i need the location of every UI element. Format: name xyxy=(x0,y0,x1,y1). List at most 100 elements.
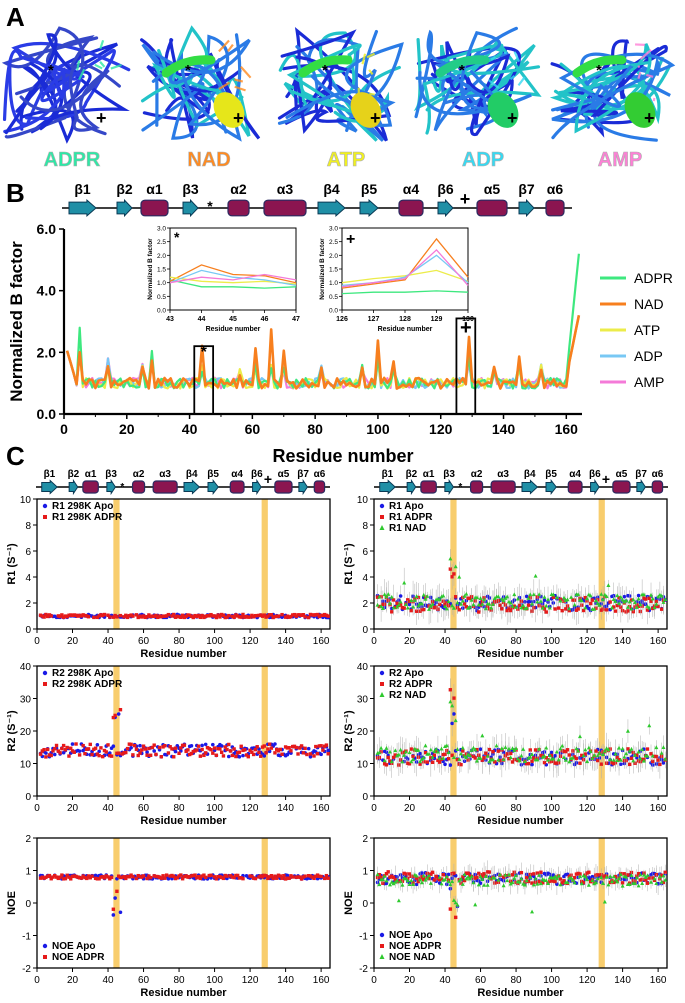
c-r1-right-point-nad xyxy=(544,603,549,608)
c-noe-left-point-adpr xyxy=(209,873,213,878)
c-r2-right-point-adpr xyxy=(533,748,538,752)
structure-view-amp: *+ xyxy=(549,39,676,142)
c-r2-right-point-nad xyxy=(654,745,659,750)
c-r2-right-point-nad xyxy=(631,758,636,763)
c-r1-right-point-nad xyxy=(379,604,384,608)
c-noe-right-point-nad xyxy=(629,873,634,877)
c-r2-left-xtick-label: 0 xyxy=(34,803,40,814)
c-r1-right-point-nad xyxy=(524,605,529,610)
c-noe-right-point-apo xyxy=(414,882,419,887)
c-r1-left-point-adpr xyxy=(223,615,227,620)
c-r1-right-point-nad xyxy=(647,605,652,610)
c-r1-right-legend-marker xyxy=(379,525,385,530)
b-inset-plus-ytick-label: 0.0 xyxy=(329,308,338,315)
c-r1-right-point-nad xyxy=(398,599,403,604)
c-r2-right-point-nad xyxy=(622,754,627,759)
c-noe-right-point-nad xyxy=(530,909,535,914)
c-r1-right-point-adpr xyxy=(381,602,385,607)
c-r1-right-point-nad xyxy=(427,607,432,611)
b-inset-star-ytick-label: 2.5 xyxy=(157,239,166,246)
c-r2-right-point-adpr xyxy=(626,747,630,751)
c-noe-left-point-adpr xyxy=(67,875,71,879)
c-r2-right-point-nad xyxy=(515,756,520,761)
b-inset-plus-series-atp xyxy=(341,269,469,284)
c-r1-right-point-adpr xyxy=(517,603,522,608)
c-noe-right-point-nad xyxy=(663,877,668,882)
c-r2-left-point-adpr xyxy=(134,747,139,751)
c-noe-right-point-adpr xyxy=(393,877,398,882)
c-r1-right-point-adpr xyxy=(398,603,403,607)
c-r2-right-point-nad xyxy=(496,757,501,762)
c-noe-left-point-adpr xyxy=(58,875,62,879)
c-r1-right-xtick-label: 140 xyxy=(614,636,631,647)
c-noe-left-point-adpr xyxy=(203,875,208,880)
c-noe-right-point-adpr xyxy=(466,871,470,875)
c-r2-right-point-nad xyxy=(473,747,478,752)
c-noe-left-point-adpr xyxy=(95,877,100,881)
c-r1-right-point-nad xyxy=(542,595,547,599)
c-noe-right-point-adpr xyxy=(487,870,492,874)
c-r2-right-point-adpr xyxy=(525,761,529,766)
c-r2-left-ytick-label: 20 xyxy=(20,727,32,738)
c-r1-left-ytick-label: 6 xyxy=(25,547,31,558)
c-r1-left-point-adpr xyxy=(267,613,272,617)
c-r1-right-xtick-label: 40 xyxy=(439,636,451,647)
c-r1-right-point-nad xyxy=(526,596,531,600)
c-noe-right-point-adpr xyxy=(576,871,580,876)
c-r2-right-point-adpr xyxy=(487,747,492,752)
c-r2-left-point-adpr xyxy=(92,747,96,751)
c-noe-left-point-adpr xyxy=(179,873,183,877)
c-r2-left-point-adpr xyxy=(228,749,233,753)
c-r1-right-highlight-band-star xyxy=(450,499,457,629)
c-r1-right-point-adpr xyxy=(420,607,424,612)
c-noe-right-point-adpr xyxy=(585,871,589,875)
protein-ribbon xyxy=(286,43,362,108)
topo-c-left-helix-α1 xyxy=(82,480,99,494)
c-noe-left-point-adpr xyxy=(56,876,61,881)
c-noe-right-point-adpr xyxy=(438,877,442,882)
c-r2-right-point-adpr xyxy=(652,754,657,759)
c-r1-left-point-adpr xyxy=(141,614,146,618)
c-r1-right-point-nad xyxy=(599,592,604,596)
c-r1-right-point-adpr xyxy=(391,598,396,602)
c-r1-right-point-adpr xyxy=(406,598,410,602)
c-r2-right-point-nad xyxy=(393,748,398,753)
c-r1-right-point-nad xyxy=(382,592,387,597)
c-r1-right-point-adpr xyxy=(651,606,655,611)
c-noe-left-point-adpr xyxy=(147,874,151,878)
c-noe-left-point-adpr xyxy=(278,874,282,878)
ligand-stick xyxy=(509,75,516,81)
c-r1-left-point-adpr xyxy=(248,615,252,619)
c-noe-right-point-adpr xyxy=(468,874,472,878)
c-r1-left-y-axis-label: R1 (S⁻¹) xyxy=(6,543,18,585)
c-r1-right-point-nad xyxy=(592,606,597,611)
c-noe-right-point-nad xyxy=(524,878,529,883)
c-r2-right-legend-marker xyxy=(380,682,384,686)
c-r2-left-point-adpr xyxy=(74,742,78,746)
c-r2-right-point-nad xyxy=(485,753,490,758)
c-r2-left-point-adpr xyxy=(260,745,265,749)
c-r1-left-point-adpr xyxy=(49,614,53,618)
loop-highlight-plus xyxy=(213,92,245,128)
c-r2-right-point-adpr xyxy=(510,760,515,764)
c-noe-left-point-adpr xyxy=(88,876,92,880)
b-inset-star-xtick-label: 45 xyxy=(229,316,237,323)
c-noe-right-point-nad xyxy=(634,875,639,880)
c-r2-right-point-adpr xyxy=(382,762,387,766)
c-r2-right-point-adpr xyxy=(528,748,532,752)
c-noe-left-point-adpr xyxy=(298,875,302,879)
c-noe-right-point-nad xyxy=(638,872,643,877)
c-r1-left-point-adpr xyxy=(211,614,215,618)
c-r1-left-point-adpr xyxy=(250,613,254,618)
c-noe-left-point-adpr xyxy=(310,875,314,879)
c-r2-right-point-adpr xyxy=(436,758,440,763)
c-r1-right-point-nad xyxy=(583,605,588,610)
c-noe-left-point-adpr xyxy=(65,873,69,877)
c-r1-left-point-adpr xyxy=(235,614,240,618)
c-noe-right-point-adpr xyxy=(379,875,383,880)
c-r1-right-point-apo xyxy=(524,594,529,599)
c-noe-right-point-adpr xyxy=(558,877,563,881)
c-r1-right-point-adpr xyxy=(526,603,531,607)
b-inset-plus-ytick-label: 2.0 xyxy=(329,253,338,260)
c-noe-right-y-axis-label: NOE xyxy=(343,891,355,915)
